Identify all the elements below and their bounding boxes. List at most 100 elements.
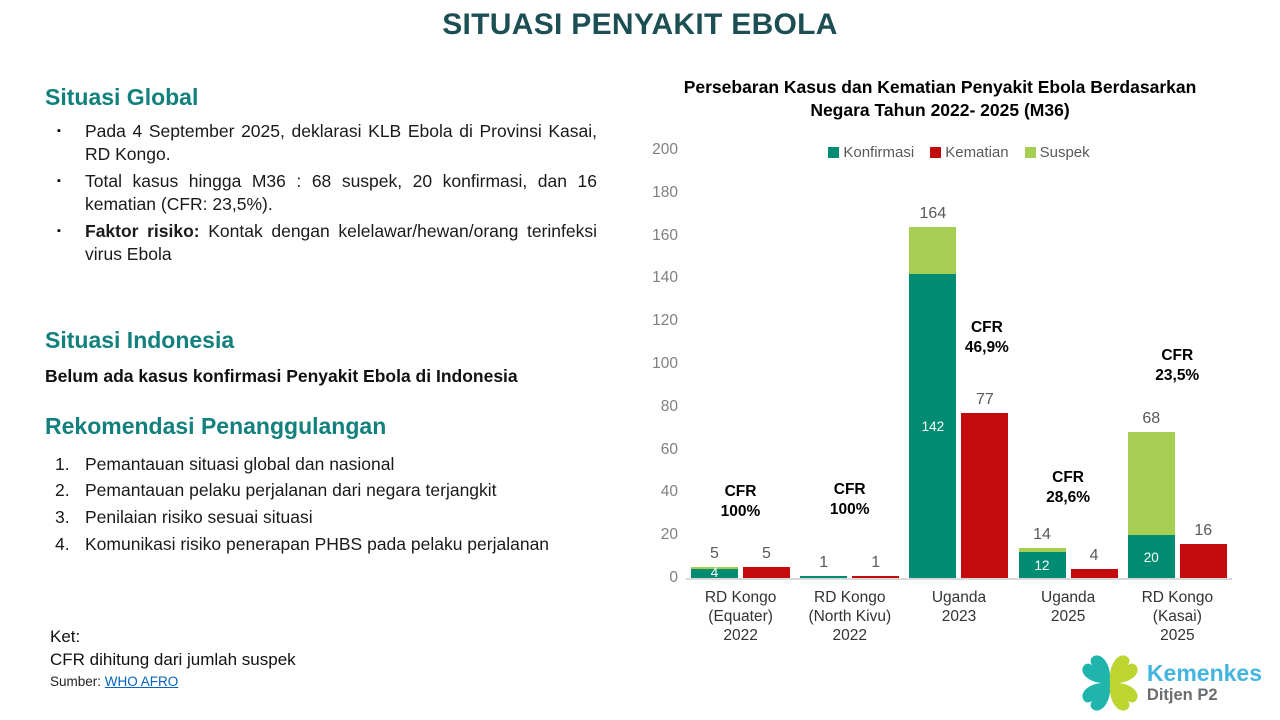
bullet-text: Faktor risiko: Kontak dengan kelelawar/h… [85, 220, 597, 265]
suspek-segment [691, 567, 738, 570]
cases-stacked-bar [691, 567, 738, 578]
category-line: 2023 [941, 608, 977, 625]
heading-situasi-indonesia: Situasi Indonesia [45, 326, 235, 353]
cfr-value: 23,5% [1155, 367, 1200, 384]
section-rekomendasi: Rekomendasi Penanggulangan Pemantauan si… [45, 413, 597, 557]
recommendation-text: Pemantauan pelaku perjalanan dari negara… [85, 480, 497, 501]
category-line: 2022 [723, 627, 758, 644]
y-axis-tick-label: 160 [652, 226, 678, 244]
footnote-cfr-note: CFR dihitung dari jumlah suspek [50, 649, 296, 669]
category-line: (Equater) [708, 608, 773, 625]
bullet-item: ▪ Pada 4 September 2025, deklarasi KLB Eb… [45, 120, 597, 167]
chart-title-line1: Persebaran Kasus dan Kematian Penyakit E… [683, 77, 1197, 97]
bar-chart: Persebaran Kasus dan Kematian Penyakit E… [628, 76, 1252, 706]
cases-stacked-bar [800, 575, 848, 578]
cases-total-label: 164 [919, 205, 947, 223]
y-axis: 0 20 40 60 80 100 120 140 160 180 200 [634, 141, 678, 586]
bullet-lead: Faktor risiko: [85, 220, 200, 241]
bullet-item: ▪ Total kasus hingga M36 : 68 suspek, 20 … [45, 170, 597, 217]
category-label: Uganda 2023 [904, 588, 1013, 626]
konfirmasi-value-label: 12 [1034, 558, 1050, 574]
cfr-value: 46,9% [964, 339, 1009, 356]
heading-rekomendasi: Rekomendasi Penanggulangan [45, 412, 387, 439]
bullet-item: ▪ Faktor risiko: Kontak dengan kelelawar/… [45, 220, 597, 267]
who-afro-link[interactable]: WHO AFRO [104, 673, 179, 689]
konfirmasi-swatch-icon [828, 147, 840, 158]
konfirmasi-value-label: 142 [921, 419, 945, 435]
cfr-label: CFR [970, 319, 1003, 336]
bullet-square-icon: ▪ [57, 125, 61, 137]
konfirmasi-segment [800, 575, 848, 578]
y-axis-tick-label: 40 [660, 483, 678, 501]
cfr-value: 100% [829, 501, 870, 518]
y-axis-tick-label: 200 [652, 141, 678, 158]
y-axis-tick-label: 120 [652, 312, 678, 330]
recommendation-item: Komunikasi risiko penerapan PHBS pada pe… [45, 531, 597, 558]
cases-total-label: 14 [1033, 526, 1051, 544]
konfirmasi-segment [909, 274, 957, 578]
plot-area: 4 5 5 CFR 100% RD Kongo (Equater) 2022 1 1 CFR 100%… [686, 150, 1232, 644]
category-line: RD Kongo [704, 589, 777, 606]
suspek-swatch-icon [1024, 147, 1036, 158]
chart-title: Persebaran Kasus dan Kematian Penyakit E… [628, 76, 1252, 122]
cfr-label: CFR [1161, 347, 1194, 364]
legend-item-suspek: Suspek [1024, 144, 1090, 161]
recommendation-item: Pemantauan pelaku perjalanan dari negara… [45, 477, 597, 504]
kematian-value-label: 1 [871, 553, 881, 571]
bar-group: 4 5 5 CFR 100% RD Kongo (Equater) 2022 [686, 150, 795, 644]
cfr-annotation: CFR 46,9% [941, 318, 1033, 358]
page-title: SITUASI PENYAKIT EBOLA [442, 8, 838, 41]
category-label: RD Kongo (North Kivu) 2022 [795, 588, 904, 645]
category-line: Uganda [931, 589, 987, 606]
cases-total-label: 5 [710, 545, 719, 563]
bullet-text: Total kasus hingga M36 : 68 suspek, 20 k… [85, 170, 597, 215]
cfr-label: CFR [724, 483, 757, 500]
bullet-square-icon: ▪ [57, 174, 61, 187]
category-label: RD Kongo (Equater) 2022 [686, 588, 795, 645]
kematian-value-label: 16 [1194, 521, 1213, 539]
recommendation-text: Komunikasi risiko penerapan PHBS pada pe… [85, 533, 550, 554]
cases-stacked-bar [1127, 432, 1175, 578]
category-label: RD Kongo (Kasai) 2025 [1123, 588, 1232, 645]
left-column: Situasi Global ▪ Pada 4 September 2025, d… [45, 84, 597, 557]
recommendation-text: Pemantauan situasi global dan nasional [85, 453, 395, 474]
cfr-value: 100% [720, 503, 761, 520]
category-line: 2022 [832, 627, 868, 644]
y-axis-tick-label: 80 [660, 397, 678, 415]
cfr-label: CFR [1052, 469, 1084, 486]
legend-item-kematian: Kematian [930, 144, 1009, 161]
cases-total-label: 68 [1142, 410, 1161, 428]
y-axis-tick-label: 20 [660, 526, 678, 544]
legend-item-konfirmasi: Konfirmasi [828, 144, 914, 161]
cfr-value: 28,6% [1046, 489, 1091, 506]
category-line: RD Kongo [1141, 589, 1214, 606]
category-line: (North Kivu) [808, 608, 892, 625]
bar-group: 142 164 77 CFR 46,9% Uganda 2023 [904, 150, 1013, 625]
category-line: RD Kongo [814, 589, 886, 606]
kematian-value-label: 4 [1089, 547, 1099, 565]
kemenkes-logo: Kemenkes Ditjen P2 [1081, 654, 1262, 712]
kematian-value-label: 5 [762, 545, 771, 563]
logo-text: Kemenkes Ditjen P2 [1147, 661, 1262, 705]
cfr-annotation: CFR 100% [695, 482, 787, 522]
bullet-text: Pada 4 September 2025, deklarasi KLB Ebo… [85, 121, 597, 165]
suspek-segment [1018, 548, 1066, 553]
bar-group: 1 1 CFR 100% RD Kongo (North Kivu) 2022 [795, 150, 904, 644]
cfr-annotation: CFR 23,5% [1131, 346, 1223, 386]
heading-situasi-global: Situasi Global [45, 84, 199, 110]
recommendation-text: Penilaian risiko sesuai situasi [85, 507, 313, 528]
kematian-bar [1070, 569, 1118, 578]
y-axis-tick-label: 0 [669, 569, 678, 586]
suspek-segment [909, 227, 957, 275]
y-axis-tick-label: 100 [652, 355, 678, 372]
kematian-value-label: 77 [975, 391, 994, 409]
bar-group: 20 68 16 CFR 23,5% RD Kongo (Kasai) 2025 [1123, 150, 1232, 644]
kematian-bar [743, 567, 790, 578]
legend-label: Kematian [945, 144, 1009, 161]
indonesia-statement: Belum ada kasus konfirmasi Penyakit Ebol… [45, 365, 518, 386]
konfirmasi-segment [1127, 535, 1175, 578]
y-axis-tick-label: 180 [652, 183, 678, 201]
recommendation-list: Pemantauan situasi global dan nasional Pe… [45, 451, 597, 557]
kematian-bar [1179, 543, 1227, 578]
footnote-source: Sumber: WHO AFRO [50, 674, 296, 689]
